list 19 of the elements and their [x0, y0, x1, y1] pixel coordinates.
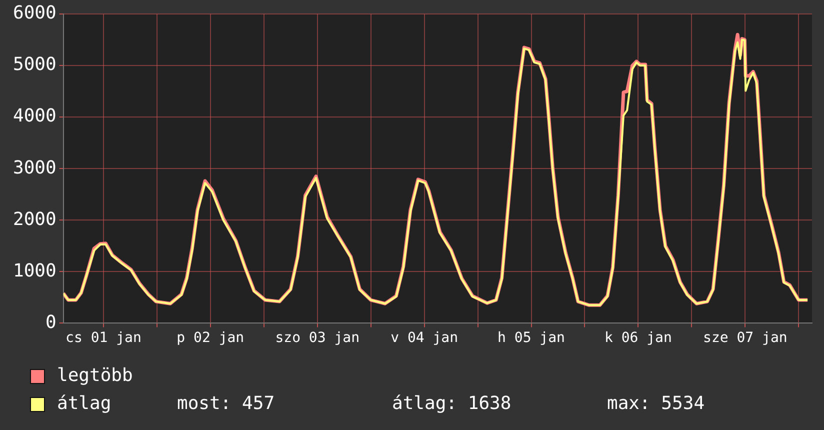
text: átlag: 1638 — [392, 392, 512, 416]
x-tick-label: k 06 jan — [604, 330, 672, 346]
y-tick-label: 4000 — [12, 106, 56, 127]
y-tick-label: 2000 — [12, 208, 56, 230]
x-tick-label: h 05 jan — [498, 330, 565, 346]
text: most: 457 — [177, 392, 276, 416]
x-tick-label: v 04 jan — [390, 330, 458, 346]
x-tick-label: szo 03 jan — [275, 330, 360, 346]
legend-label: legtöbb — [57, 364, 134, 388]
x-tick-label: sze 07 jan — [703, 330, 788, 346]
y-tick-label: 5000 — [12, 54, 56, 76]
x-tick-label: cs 01 jan — [66, 330, 142, 346]
legend-label: átlag — [57, 392, 112, 416]
text: max: 5534 — [607, 392, 705, 416]
x-tick-label: p 02 jan — [176, 330, 244, 346]
y-tick-label: 6000 — [12, 2, 56, 24]
y-tick-label: 0 — [46, 312, 56, 333]
y-tick-label: 1000 — [12, 260, 56, 282]
y-tick-label: 3000 — [12, 157, 56, 178]
